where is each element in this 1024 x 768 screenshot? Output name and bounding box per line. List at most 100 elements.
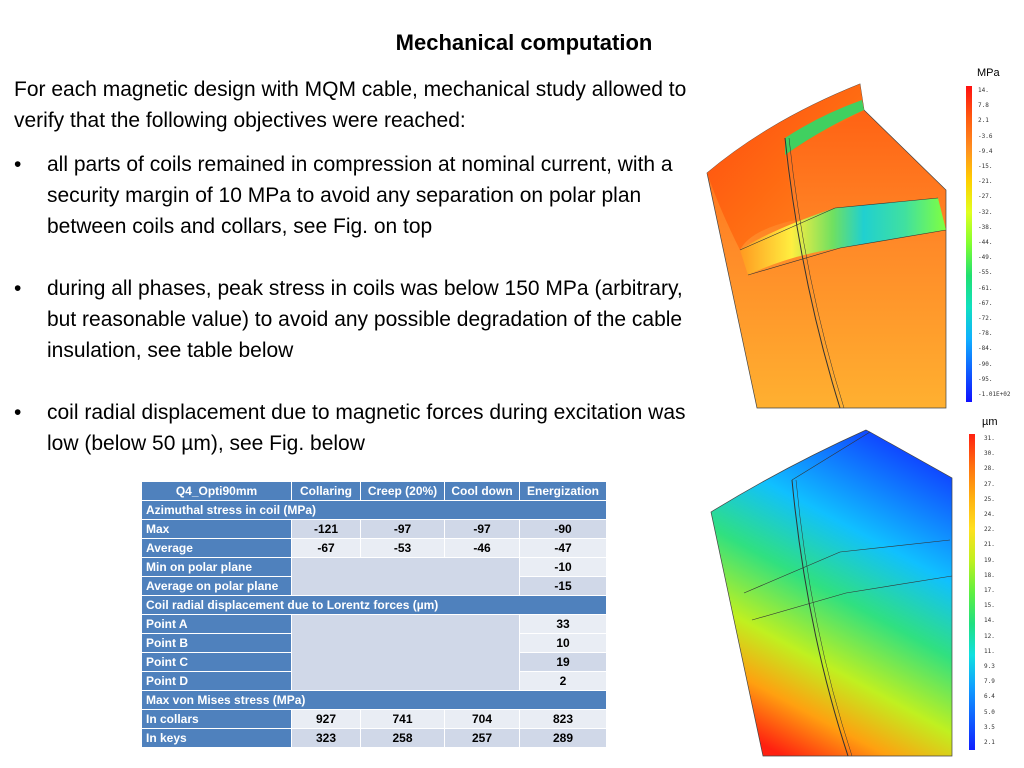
cell-value: -47 [519, 538, 607, 558]
colorbar-tick-label: -55. [978, 269, 993, 277]
cell-value: 741 [360, 709, 445, 729]
colorbar-tick-label: -27. [978, 193, 993, 201]
section-displacement-label: Coil radial displacement due to Lorentz … [141, 595, 607, 615]
table-row: Max -121 -97 -97 -90 [141, 519, 607, 539]
colorbar-tick-label: 19. [984, 556, 995, 564]
colorbar-tick-label: -84. [978, 345, 993, 353]
cell-value: -10 [519, 557, 607, 577]
bullet-dot: • [14, 153, 22, 176]
colorbar-tick-label: 7.8 [978, 102, 989, 110]
cell-value: 823 [519, 709, 607, 729]
stress-colorbar [966, 86, 972, 402]
colorbar-tick-label: 5.0 [984, 708, 995, 716]
header-cool-down: Cool down [444, 481, 520, 501]
colorbar-tick-label: 2.1 [984, 739, 995, 746]
colorbar-tick-label: 15. [984, 602, 995, 610]
empty-cell [291, 614, 520, 691]
row-label: Average [141, 538, 292, 558]
displacement-contour-figure [710, 429, 953, 757]
header-creep: Creep (20%) [360, 481, 445, 501]
stress-unit-label: MPa [977, 67, 1000, 79]
objectives-list: • all parts of coils remained in compress… [14, 149, 704, 490]
displacement-colorbar [969, 434, 975, 750]
colorbar-tick-label: -9.4 [978, 147, 993, 155]
cell-value: 33 [519, 614, 607, 634]
row-label: In collars [141, 709, 292, 729]
colorbar-tick-label: 14. [978, 87, 989, 94]
cell-value: 323 [291, 728, 361, 748]
intro-text: For each magnetic design with MQM cable,… [14, 78, 687, 132]
colorbar-tick-label: -3.6 [978, 132, 993, 140]
row-label: Point B [141, 633, 292, 653]
colorbar-tick-label: 2.1 [978, 117, 989, 125]
cell-value: -97 [444, 519, 520, 539]
colorbar-tick-label: -32. [978, 208, 993, 216]
colorbar-tick-label: 24. [984, 511, 995, 518]
colorbar-tick-label: 30. [984, 450, 995, 458]
table-row: Min on polar plane -10 [141, 557, 607, 596]
empty-cell [291, 557, 520, 596]
bullet-displacement: • coil radial displacement due to magneti… [14, 397, 704, 459]
colorbar-tick-label: 3.5 [984, 723, 995, 731]
section-azimuthal-label: Azimuthal stress in coil (MPa) [141, 500, 607, 520]
colorbar-tick-label: -78. [978, 330, 993, 338]
colorbar-tick-label: -15. [978, 163, 993, 170]
cell-value: -90 [519, 519, 607, 539]
colorbar-tick-label: 22. [984, 526, 995, 534]
bullet-compression: • all parts of coils remained in compress… [14, 149, 704, 242]
colorbar-tick-label: -1.01E+02 [978, 391, 1011, 398]
section-vonmises-label: Max von Mises stress (MPa) [141, 690, 607, 710]
displacement-unit-label: µm [982, 416, 998, 428]
cell-value: 10 [519, 633, 607, 653]
section-displacement-row: Coil radial displacement due to Lorentz … [141, 595, 607, 615]
colorbar-tick-label: 21. [984, 541, 995, 549]
row-label: Point A [141, 614, 292, 634]
table-header-row: Q4_Opti90mm Collaring Creep (20%) Cool d… [141, 481, 607, 501]
cell-value: -53 [360, 538, 445, 558]
row-label: Point D [141, 671, 292, 691]
cell-value: -97 [360, 519, 445, 539]
header-design: Q4_Opti90mm [141, 481, 292, 501]
cell-value: -46 [444, 538, 520, 558]
colorbar-tick-label: 14. [984, 617, 995, 625]
colorbar-tick-label: 7.9 [984, 678, 995, 686]
table-row: In keys 323 258 257 289 [141, 728, 607, 748]
colorbar-tick-label: 9.3 [984, 663, 995, 670]
cell-value: -15 [519, 576, 607, 596]
row-label: Point C [141, 652, 292, 672]
colorbar-tick-label: 17. [984, 587, 995, 594]
colorbar-tick-label: 6.4 [984, 693, 995, 701]
table-row: Average on polar plane -15 [141, 576, 607, 596]
table-row: Point A 33 [141, 614, 607, 691]
cell-value: 257 [444, 728, 520, 748]
colorbar-tick-label: -90. [978, 360, 993, 368]
bullet-dot: • [14, 401, 22, 424]
cell-value: 704 [444, 709, 520, 729]
bullet-dot: • [14, 277, 22, 300]
colorbar-tick-label: 31. [984, 435, 995, 442]
colorbar-tick-label: 12. [984, 632, 995, 640]
bullet-peak-stress: • during all phases, peak stress in coils… [14, 273, 704, 366]
header-energization: Energization [519, 481, 607, 501]
colorbar-tick-label: -38. [978, 223, 993, 231]
row-label: In keys [141, 728, 292, 748]
cell-value: 289 [519, 728, 607, 748]
section-azimuthal-row: Azimuthal stress in coil (MPa) [141, 500, 607, 520]
colorbar-tick-label: -72. [978, 315, 993, 322]
cell-value: 927 [291, 709, 361, 729]
table-row: Average -67 -53 -46 -47 [141, 538, 607, 558]
colorbar-tick-label: -49. [978, 254, 993, 262]
row-label: Min on polar plane [141, 557, 292, 577]
colorbar-tick-label: -61. [978, 284, 993, 292]
cell-value: 2 [519, 671, 607, 691]
colorbar-tick-label: 27. [984, 480, 995, 488]
row-label: Average on polar plane [141, 576, 292, 596]
cell-value: -67 [291, 538, 361, 558]
table-row: Point C 19 [141, 652, 607, 672]
colorbar-tick-label: -44. [978, 239, 993, 246]
cell-value: 258 [360, 728, 445, 748]
stress-contour-figure [706, 83, 947, 409]
table-row: Point B 10 [141, 633, 607, 653]
section-vonmises-row: Max von Mises stress (MPa) [141, 690, 607, 710]
colorbar-tick-label: 11. [984, 647, 995, 655]
